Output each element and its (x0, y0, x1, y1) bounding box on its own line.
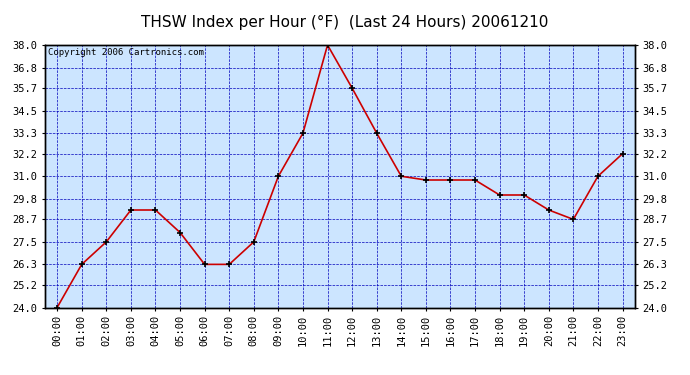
Text: THSW Index per Hour (°F)  (Last 24 Hours) 20061210: THSW Index per Hour (°F) (Last 24 Hours)… (141, 15, 549, 30)
Text: Copyright 2006 Cartronics.com: Copyright 2006 Cartronics.com (48, 48, 204, 57)
